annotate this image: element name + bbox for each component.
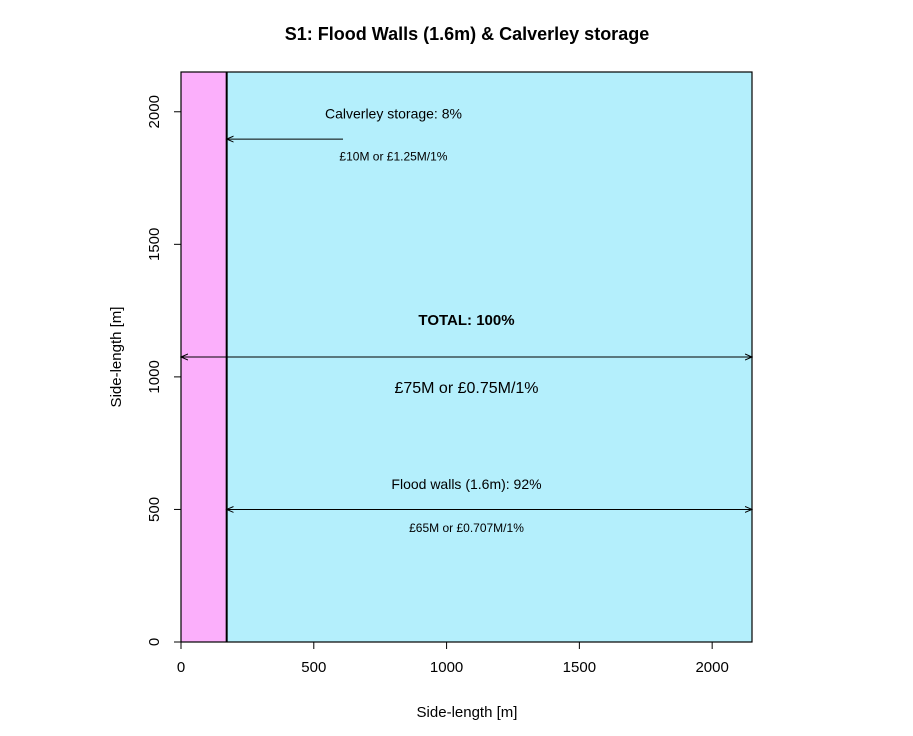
y-axis-label: Side-length [m] <box>108 307 125 408</box>
y-tick-label: 1000 <box>146 360 163 393</box>
y-tick-label: 500 <box>146 497 163 522</box>
y-tick-label: 2000 <box>146 95 163 128</box>
annotation-label: TOTAL: 100% <box>418 312 514 329</box>
y-tick-label: 1500 <box>146 228 163 261</box>
annotation-cost: £75M or £0.75M/1% <box>394 380 538 397</box>
chart-title: S1: Flood Walls (1.6m) & Calverley stora… <box>285 24 649 44</box>
y-tick-label: 0 <box>146 638 163 646</box>
annotation-cost: £65M or £0.707M/1% <box>409 521 524 535</box>
x-tick-label: 1500 <box>563 659 596 676</box>
x-tick-label: 500 <box>301 659 326 676</box>
x-tick-label: 2000 <box>695 659 728 676</box>
annotation-label: Flood walls (1.6m): 92% <box>391 476 541 492</box>
x-tick-label: 0 <box>177 659 185 676</box>
annotation-label: Calverley storage: 8% <box>325 106 462 122</box>
x-axis-label: Side-length [m] <box>417 704 518 721</box>
annotation-cost: £10M or £1.25M/1% <box>339 149 447 163</box>
x-tick-label: 1000 <box>430 659 463 676</box>
